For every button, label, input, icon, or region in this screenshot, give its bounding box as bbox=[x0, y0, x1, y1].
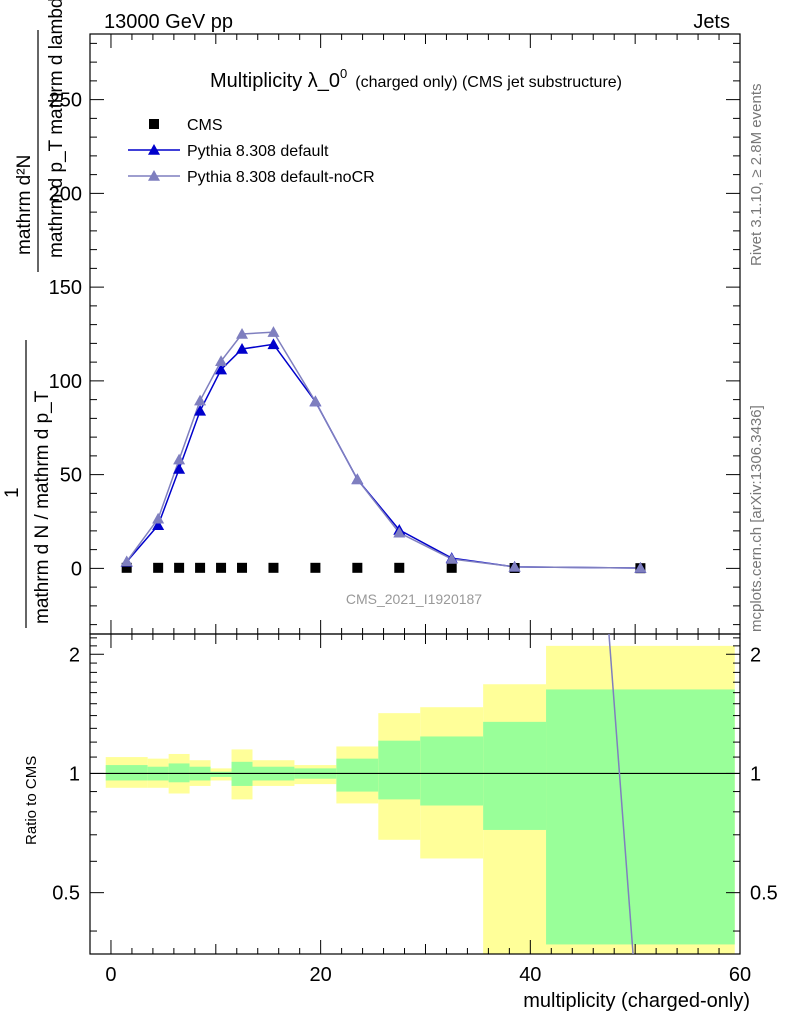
x-tick-label: 60 bbox=[729, 964, 751, 986]
series-1-point bbox=[173, 463, 186, 474]
plot-title-rest: (charged only) (CMS jet substructure) bbox=[355, 74, 622, 91]
cms-point bbox=[310, 562, 321, 573]
ratio-band-green-0 bbox=[105, 765, 148, 781]
y-tick-label: 50 bbox=[60, 465, 82, 487]
main-axis-ticks: 0 50 100 150 200 250 bbox=[49, 34, 741, 634]
ratio-band-green-8 bbox=[336, 758, 379, 792]
ratio-axis-ticks: 0.5 0.51 12 20 20 40 60 bbox=[52, 634, 778, 986]
series-2-point bbox=[445, 553, 458, 564]
y-tick-label: 250 bbox=[49, 90, 82, 112]
y-tick-label: 150 bbox=[49, 277, 82, 299]
y-tick-label: 200 bbox=[49, 183, 82, 205]
ratio-band-green-9 bbox=[378, 740, 421, 800]
plot-title: Multiplicity λ_00 (charged only) (CMS jet… bbox=[210, 66, 622, 92]
cms-point bbox=[446, 562, 457, 573]
process-label: Jets bbox=[693, 11, 730, 33]
legend-marker-2 bbox=[148, 170, 160, 181]
series-line-1 bbox=[126, 343, 641, 569]
series-2-point bbox=[351, 473, 364, 485]
cms-point bbox=[237, 562, 248, 573]
ratio-tick-label-left: 2 bbox=[69, 644, 80, 666]
series-layer bbox=[120, 326, 647, 574]
legend-label-1: Pythia 8.308 default bbox=[187, 143, 329, 160]
ratio-frame bbox=[89, 633, 741, 955]
plot-title-main: Multiplicity λ_0 bbox=[210, 70, 340, 92]
cms-point bbox=[121, 562, 132, 573]
mcplots-label: mcplots.cern.ch [arXiv:1306.3436] bbox=[748, 405, 765, 632]
series-2-point bbox=[236, 328, 249, 339]
cms-point bbox=[216, 562, 227, 573]
ratio-curve-nocr bbox=[608, 633, 634, 955]
x-tick-label: 20 bbox=[310, 964, 332, 986]
ratio-band-green-4 bbox=[210, 771, 232, 777]
cms-point bbox=[352, 562, 363, 573]
ratio-tick-label-right: 1 bbox=[750, 763, 761, 785]
series-1-point bbox=[267, 338, 280, 350]
ratio-bands bbox=[105, 645, 735, 954]
series-1-point bbox=[236, 343, 249, 354]
ylabel-bottom-numerator: 1 bbox=[2, 487, 23, 498]
series-line-2 bbox=[126, 331, 641, 569]
analysis-id: CMS_2021_I1920187 bbox=[346, 591, 482, 607]
x-axis-label: multiplicity (charged-only) bbox=[523, 990, 750, 1012]
ratio-tick-label-right: 2 bbox=[750, 644, 761, 666]
series-2-point bbox=[309, 395, 322, 407]
series-1-point bbox=[152, 519, 165, 531]
plot-title-sup: 0 bbox=[340, 66, 347, 81]
series-2-point bbox=[215, 355, 228, 366]
series-2-point bbox=[393, 526, 406, 538]
series-2-point bbox=[508, 560, 521, 572]
series-1-point bbox=[194, 404, 207, 416]
legend: CMS Pythia 8.308 default Pythia 8.308 defa… bbox=[128, 117, 375, 186]
y-tick-label: 0 bbox=[71, 558, 82, 580]
rivet-label: Rivet 3.1.10, ≥ 2.8M events bbox=[748, 84, 765, 267]
cms-point bbox=[195, 562, 206, 573]
ylabel-bottom-denominator: mathrm d N / mathrm d p_T bbox=[32, 390, 53, 624]
legend-marker-1 bbox=[148, 144, 160, 155]
legend-label-2: Pythia 8.308 default-noCR bbox=[187, 169, 375, 186]
series-2-point bbox=[120, 555, 133, 567]
cms-point bbox=[153, 562, 164, 573]
ratio-y-label: Ratio to CMS bbox=[23, 756, 40, 845]
cms-point bbox=[174, 562, 185, 573]
legend-marker-cms bbox=[149, 119, 159, 129]
y-axis-label: mathrm d²N mathrm d p_T mathrm d lambda … bbox=[2, 0, 67, 628]
ylabel-top-denominator: mathrm d p_T mathrm d lambda bbox=[46, 0, 67, 258]
cms-point bbox=[394, 562, 405, 573]
series-1-point bbox=[215, 363, 228, 375]
series-2-point bbox=[267, 326, 280, 337]
y-tick-label: 100 bbox=[49, 371, 82, 393]
series-2-point bbox=[152, 512, 165, 524]
ratio-tick-label-left: 0.5 bbox=[52, 883, 80, 905]
cms-point bbox=[268, 562, 279, 573]
ratio-tick-label-right: 0.5 bbox=[750, 883, 778, 905]
ratio-band-green-11 bbox=[483, 721, 547, 830]
ylabel-top-numerator: mathrm d²N bbox=[14, 155, 35, 255]
series-2-point bbox=[173, 453, 186, 465]
ratio-tick-label-left: 1 bbox=[69, 763, 80, 785]
energy-label: 13000 GeV pp bbox=[104, 11, 233, 33]
ratio-band-green-12 bbox=[546, 689, 735, 945]
series-2-point bbox=[634, 562, 647, 573]
x-tick-label: 0 bbox=[105, 964, 116, 986]
x-tick-label: 40 bbox=[519, 964, 541, 986]
ratio-band-green-10 bbox=[420, 736, 484, 806]
series-2-point bbox=[194, 394, 207, 406]
legend-label-0: CMS bbox=[187, 117, 223, 134]
